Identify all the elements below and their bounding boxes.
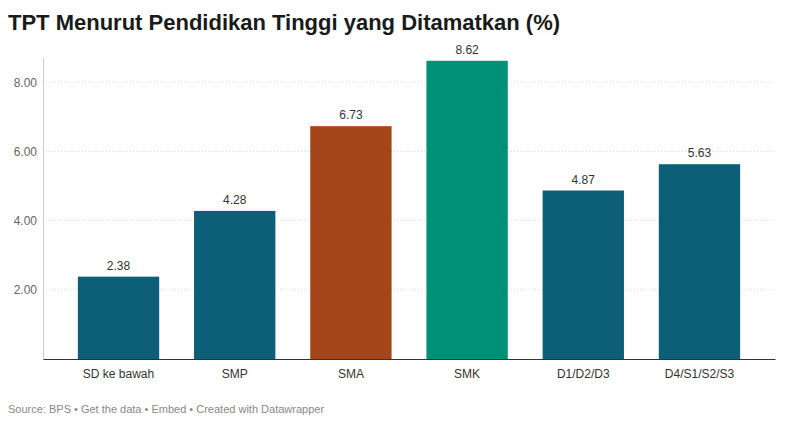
data-label: 2.38: [107, 259, 131, 273]
x-tick-label: SD ke bawah: [83, 367, 154, 381]
data-label: 5.63: [688, 146, 712, 160]
y-tick: 8.00: [14, 76, 43, 90]
y-tick-label: 2.00: [14, 283, 38, 297]
y-tick: 6.00: [14, 145, 43, 159]
title: TPT Menurut Pendidikan Tinggi yang Ditam…: [8, 10, 560, 35]
x-axis: SD ke bawah SMP SMA SMK D1/D2/D3 D4/S1/S2/S3: [44, 359, 776, 381]
x-tick-label: SMA: [338, 367, 364, 381]
y-axis-line: [43, 59, 44, 360]
grid-line: [43, 82, 775, 83]
x-tick: SD ke bawah: [83, 359, 154, 381]
y-tick: 2.00: [14, 283, 43, 297]
y-tick: 4.00: [14, 214, 43, 228]
data-label: 4.28: [223, 193, 247, 207]
data-label: 8.62: [455, 43, 479, 57]
x-tick-label: D1/D2/D3: [557, 367, 610, 381]
bar: [426, 61, 507, 359]
x-tick-label: D4/S1/S2/S3: [665, 367, 735, 381]
bar: [78, 277, 159, 359]
x-tick: D4/S1/S2/S3: [665, 359, 735, 381]
data-label: 4.87: [572, 173, 596, 187]
bar: [659, 164, 740, 359]
y-tick-label: 4.00: [14, 214, 38, 228]
y-tick-label: 8.00: [14, 76, 38, 90]
data-labels: 2.38 4.28 6.73 8.62 4.87 5.63: [107, 43, 712, 273]
x-tick: SMK: [454, 359, 480, 381]
x-tick-label: SMP: [222, 367, 248, 381]
grid-line: [43, 151, 775, 152]
bar: [194, 211, 275, 359]
bar: [543, 191, 624, 359]
bars: [78, 61, 740, 359]
x-tick-label: SMK: [454, 367, 480, 381]
source: Source: BPS • Get the data • Embed • Cre…: [8, 403, 324, 415]
y-axis: 2.00 4.00 6.00 8.00: [14, 59, 44, 360]
data-label: 6.73: [339, 108, 363, 122]
x-tick: SMP: [222, 359, 248, 381]
chart: TPT Menurut Pendidikan Tinggi yang Ditam…: [0, 0, 799, 421]
y-tick-label: 6.00: [14, 145, 38, 159]
x-tick: D1/D2/D3: [557, 359, 610, 381]
x-tick: SMA: [338, 359, 364, 381]
x-axis-line: [44, 359, 776, 360]
bar: [310, 126, 391, 359]
